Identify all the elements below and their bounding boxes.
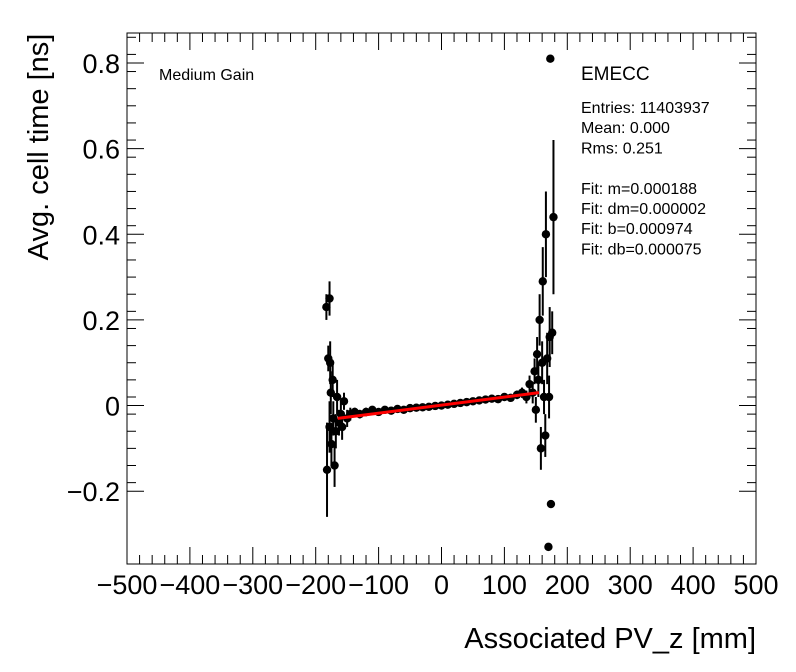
data-point <box>322 465 332 474</box>
y-tick-label: −0.2 <box>67 477 120 507</box>
data-point <box>525 379 534 389</box>
data-point <box>536 444 546 453</box>
y-axis-label: Avg. cell time [ns] <box>23 34 55 261</box>
x-axis-label: Associated PV_z [mm] <box>464 623 756 655</box>
gain-label: Medium Gain <box>159 67 254 84</box>
stats-line: Fit: b=0.000974 <box>581 221 693 238</box>
data-point <box>541 230 551 239</box>
data-point <box>531 405 541 415</box>
data-point <box>538 277 547 286</box>
data-point <box>548 328 557 337</box>
data-point <box>339 397 349 406</box>
stats-line: Fit: dm=0.000002 <box>581 201 706 218</box>
stats-line: Mean: 0.000 <box>581 120 670 137</box>
data-point <box>327 439 336 449</box>
data-point <box>337 422 347 432</box>
y-tick-label: 0.2 <box>82 306 120 336</box>
stats-name: EMECC <box>581 64 650 85</box>
data-point <box>544 542 553 552</box>
x-tick-label: 300 <box>608 570 653 600</box>
stats-line: Fit: db=0.000075 <box>581 241 702 258</box>
x-tick-label: −300 <box>222 570 283 600</box>
x-tick-label: −200 <box>285 570 346 600</box>
data-point <box>328 375 337 385</box>
stats-line: Fit: m=0.000188 <box>581 181 697 198</box>
data-point <box>322 302 331 312</box>
x-tick-label: 200 <box>545 570 590 600</box>
data-point <box>330 461 339 470</box>
stats-box: EMECC Entries: 11403937 Mean: 0.000 Rms: 0… <box>581 64 710 258</box>
x-tick-label: −500 <box>97 570 158 600</box>
stats-line: Rms: 0.251 <box>581 140 663 157</box>
data-point <box>546 54 555 63</box>
data-point <box>534 375 543 385</box>
x-tick-label: 0 <box>434 570 449 600</box>
y-tick-label: 0.4 <box>82 220 120 250</box>
fit-line <box>337 391 540 420</box>
data-point <box>532 349 542 359</box>
data-point <box>541 431 550 440</box>
stats-line: Entries: 11403937 <box>581 100 710 117</box>
x-tick-label: −400 <box>159 570 220 600</box>
data-point <box>331 427 341 436</box>
y-tick-label: 0.8 <box>82 49 120 79</box>
x-tick-label: 400 <box>671 570 716 600</box>
data-point <box>544 392 554 402</box>
data-point <box>549 212 558 222</box>
data-point <box>325 294 334 303</box>
data-point <box>535 315 544 325</box>
y-tick-label: 0 <box>105 392 120 422</box>
x-tick-label: −100 <box>348 570 409 600</box>
x-tick-label: 500 <box>733 570 778 600</box>
x-tick-label: 100 <box>482 570 527 600</box>
y-tick-label: 0.6 <box>82 135 120 165</box>
data-point <box>332 392 342 402</box>
data-point <box>546 499 556 509</box>
